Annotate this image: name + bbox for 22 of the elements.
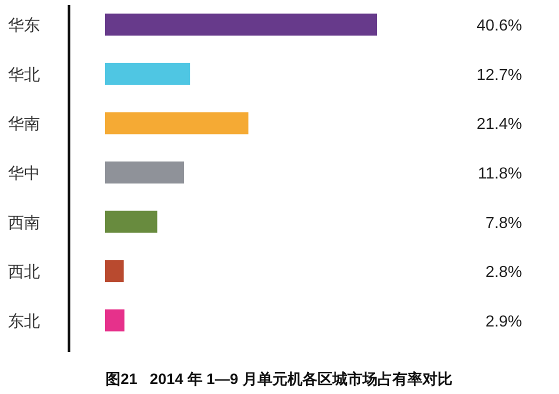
data-label: 2.8% <box>486 264 522 282</box>
bar <box>105 210 158 233</box>
bar <box>105 14 377 36</box>
y-tick-label: 华东 <box>8 16 40 35</box>
bar <box>105 112 248 134</box>
data-label: 21.4% <box>476 116 522 134</box>
data-label: 7.8% <box>486 214 522 232</box>
data-label: 12.7% <box>476 66 522 84</box>
y-tick-label: 华南 <box>8 115 40 134</box>
bar <box>105 260 124 282</box>
y-tick-label: 华北 <box>8 66 40 84</box>
data-label: 2.9% <box>486 313 522 330</box>
y-tick-label: 西南 <box>8 214 40 232</box>
text: 图21 2014 年 1—9 月单元机各区城市场占有率对比 <box>106 370 452 388</box>
y-tick-label: 华中 <box>8 164 40 182</box>
bar <box>105 162 184 184</box>
data-label: 40.6% <box>476 18 522 35</box>
data-label: 11.8% <box>478 166 522 182</box>
bar <box>105 309 124 332</box>
y-tick-label: 东北 <box>8 312 40 330</box>
y-tick-label: 西北 <box>8 263 40 282</box>
bar <box>105 62 190 85</box>
